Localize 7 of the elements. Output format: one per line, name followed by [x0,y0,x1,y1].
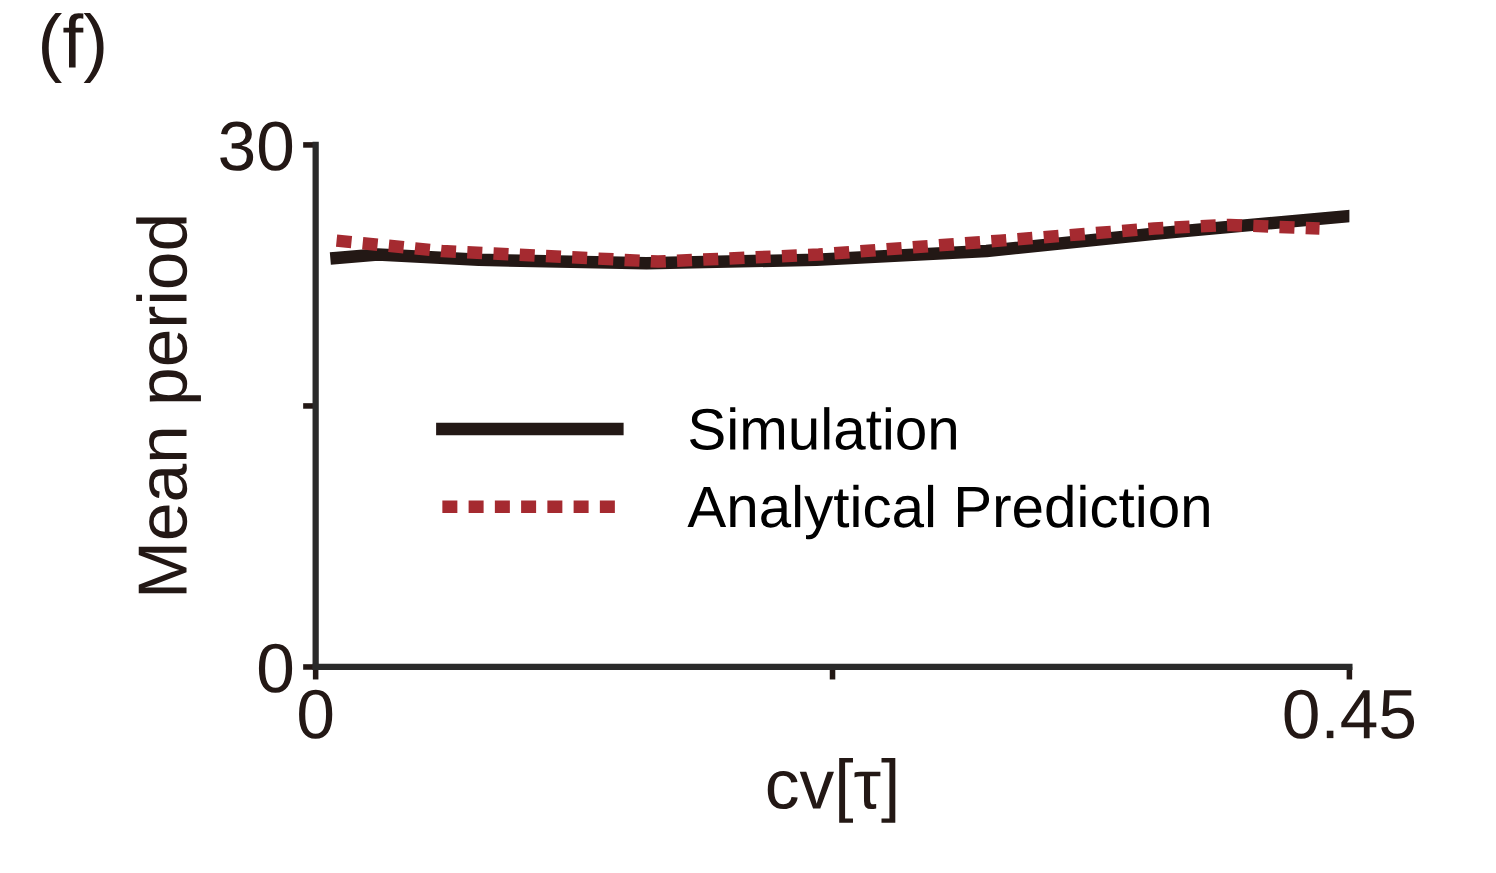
legend-label: Simulation [690,407,956,450]
y-tick-label: 30 [220,121,293,171]
text: (f) [42,13,104,83]
y-axis-title: Mean period [136,217,201,594]
x-tick-label: 0.45 [1284,689,1415,739]
legend-label: Analytical Prediction [687,484,1209,540]
x-axis-title: cv[τ] [767,758,896,823]
